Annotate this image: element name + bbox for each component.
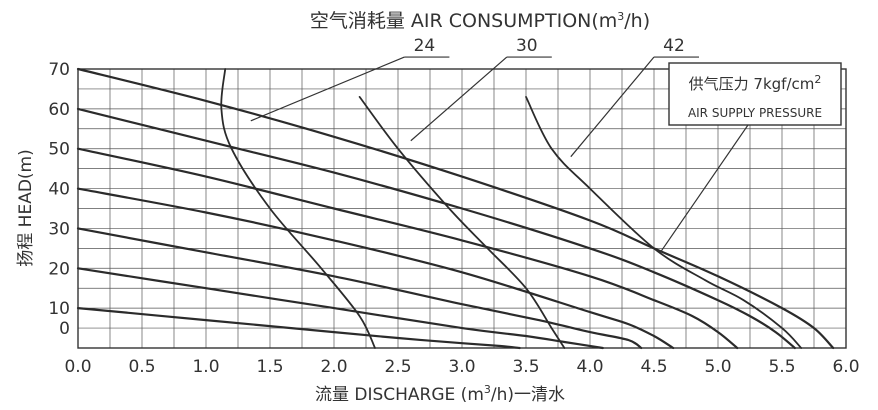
x-tick-labels: 0.0 0.5 1.0 1.5 2.0 2.5 3.0 3.5 4.0 4.5 5.0 5.5 6.0 (64, 357, 859, 377)
chart-title-sup: 3 (617, 10, 624, 23)
x-tick-label: 2.5 (384, 357, 411, 377)
x-axis-label: 流量 DISCHARGE (m3/h)一清水 (315, 383, 565, 405)
pressure-curve-6 (76, 107, 796, 350)
air-curve-30 (358, 96, 566, 349)
pressure-curves (76, 67, 835, 350)
x-tick-label: 2.0 (320, 357, 347, 377)
y-tick-labels: 010 20 30 40 50 60 70 (48, 60, 70, 339)
legend-pointer-line (659, 124, 749, 253)
x-tick-label: 3.5 (512, 357, 539, 377)
y-tick-label: 60 (48, 100, 70, 120)
legend-title-sup: 2 (814, 73, 821, 86)
pressure-curve-3 (76, 227, 643, 350)
air-label-pointer (410, 56, 508, 142)
y-tick-label: 40 (48, 180, 70, 200)
plot-frame (77, 68, 847, 349)
chart-title-end: /h) (624, 10, 650, 32)
legend-title-main: 供气压力 7kgf/cm (689, 75, 815, 93)
pressure-curve-4 (76, 187, 675, 350)
y-tick-label: 10 (48, 299, 70, 319)
y-axis-label: 扬程 HEAD(m) (16, 149, 36, 266)
x-tick-label: 1.5 (256, 357, 283, 377)
y-tick-label: 30 (48, 219, 70, 239)
air-curve-42 (525, 96, 803, 349)
x-axis-label-end: /h)一清水 (491, 385, 565, 405)
x-tick-label: 0.5 (128, 357, 155, 377)
x-tick-label: 3.0 (448, 357, 475, 377)
y-tick-label: 0 (59, 319, 70, 339)
y-tick-label: 20 (48, 259, 70, 279)
x-axis-label-sup: 3 (484, 383, 491, 396)
legend-box: 供气压力 7kgf/cm2 AIR SUPPLY PRESSURE (668, 62, 842, 126)
air-label-pointer (570, 56, 655, 158)
y-tick-label: 70 (48, 60, 70, 80)
air-label-pointer (250, 56, 405, 122)
pressure-curve-5 (76, 147, 739, 350)
x-tick-label: 1.0 (192, 357, 219, 377)
air-label-30: 30 (516, 36, 538, 56)
x-tick-label: 5.0 (704, 357, 731, 377)
x-axis-label-main: 流量 DISCHARGE (m (315, 385, 484, 405)
x-tick-label: 0.0 (64, 357, 91, 377)
x-tick-label: 4.5 (640, 357, 667, 377)
chart-title-main: 空气消耗量 AIR CONSUMPTION(m (310, 10, 617, 32)
x-tick-label: 6.0 (832, 357, 859, 377)
pressure-curve-1 (76, 307, 521, 350)
air-label-42: 42 (663, 36, 685, 56)
pressure-curve-7 (76, 67, 835, 350)
chart-title: 空气消耗量 AIR CONSUMPTION(m3/h) (310, 10, 650, 32)
legend-subtitle: AIR SUPPLY PRESSURE (688, 106, 822, 120)
x-tick-label: 5.5 (768, 357, 795, 377)
legend-title: 供气压力 7kgf/cm2 (689, 73, 822, 93)
air-consumption-curves: 24 30 42 (220, 36, 803, 349)
y-tick-label: 50 (48, 140, 70, 160)
legend-frame (668, 62, 842, 126)
air-curve-24 (220, 68, 376, 349)
air-label-24: 24 (414, 36, 436, 56)
x-tick-label: 4.0 (576, 357, 603, 377)
